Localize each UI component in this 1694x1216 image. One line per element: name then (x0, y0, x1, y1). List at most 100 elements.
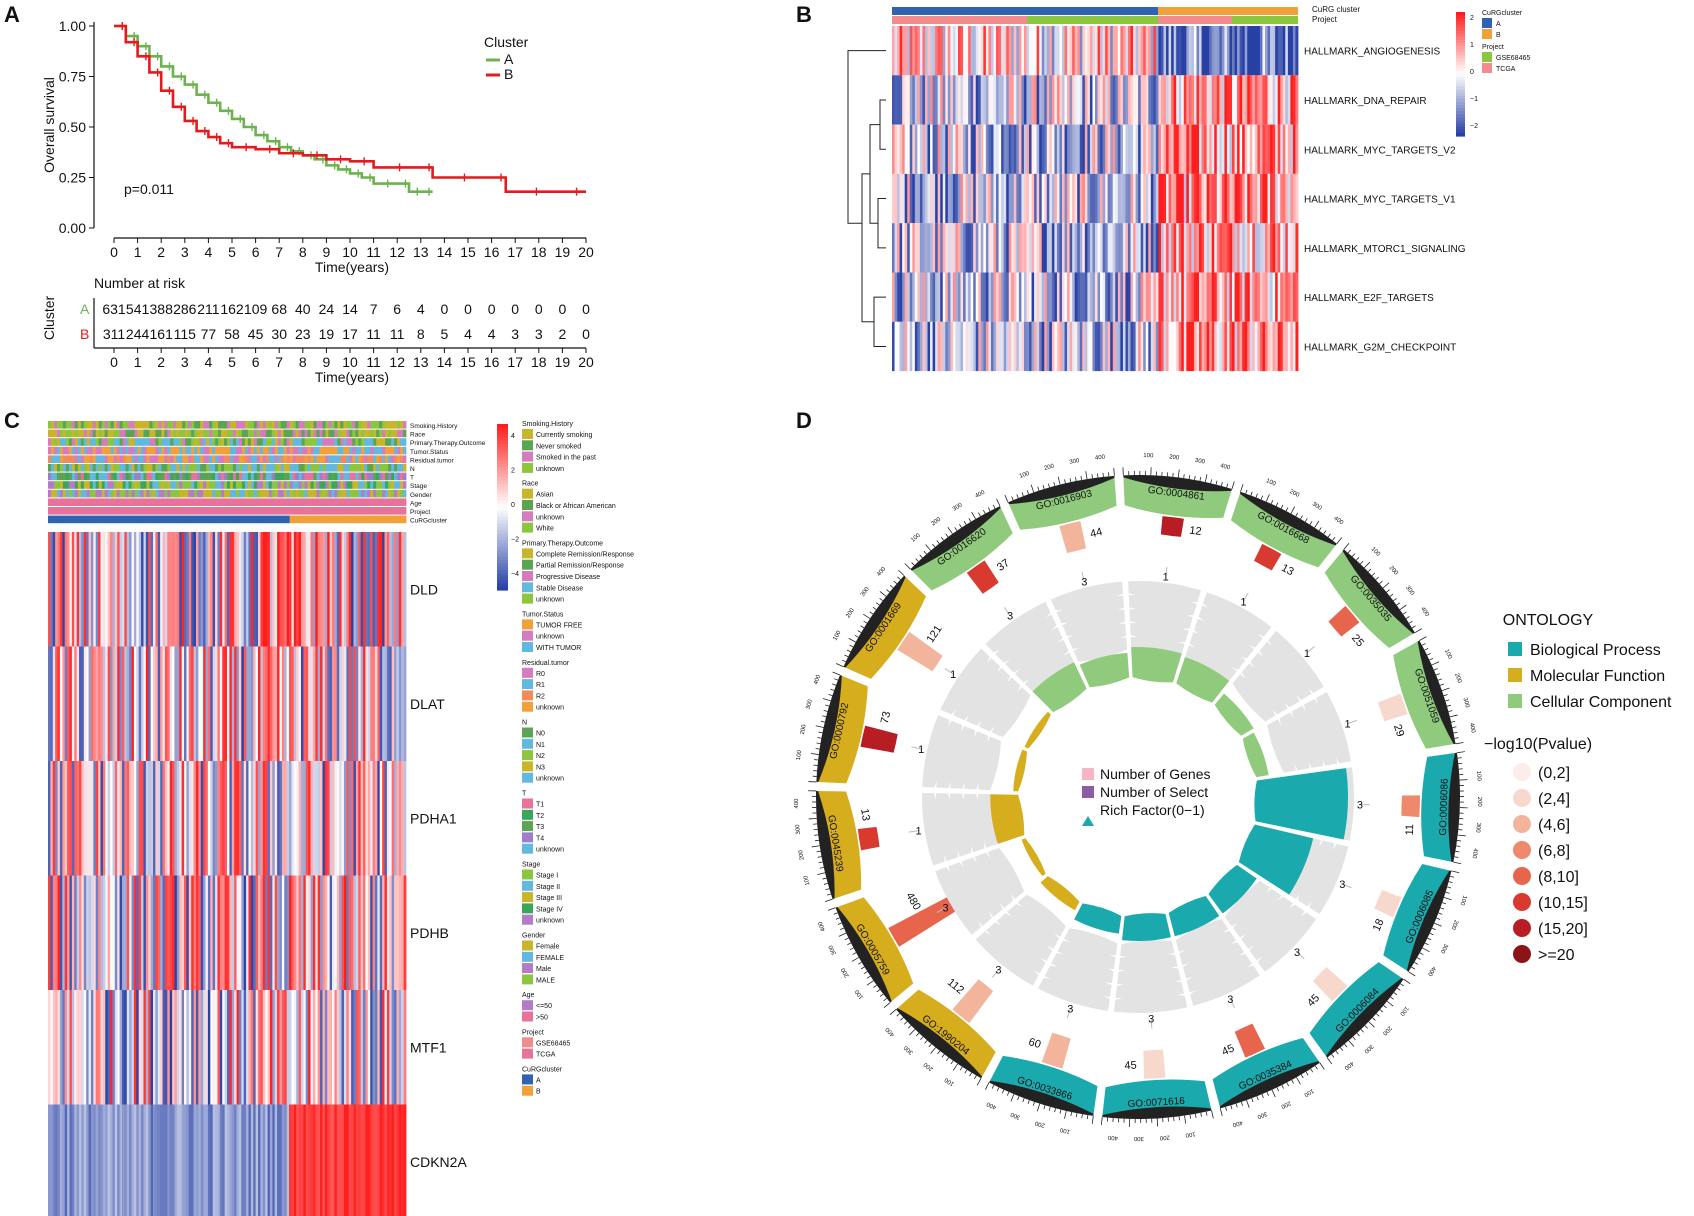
d-ontology-label: Cellular Component (1530, 694, 1672, 711)
c-annot-cell (83, 438, 88, 446)
b-heat-cell (1181, 321, 1185, 372)
b-heat-cell (1186, 75, 1190, 125)
c-heat-cell (396, 532, 400, 647)
b-heat-cell (1018, 272, 1022, 322)
c-annot-cell (385, 489, 389, 498)
b-heat-cell (1089, 124, 1093, 174)
c-heat-cell (184, 532, 187, 647)
b-heat-cell (1016, 321, 1020, 372)
b-heat-cell (927, 173, 931, 224)
b-heat-cell (1249, 173, 1253, 224)
c-heat-cell (143, 990, 147, 1105)
b-colorbar-step (1456, 12, 1465, 16)
c-annot-cell (53, 421, 58, 429)
d-pvalue-swatch (1513, 763, 1531, 781)
c-annot-cell (206, 438, 210, 446)
b-heat-cell (978, 173, 982, 224)
c-annot-cell (161, 438, 165, 446)
b-heat-cell (973, 223, 977, 273)
b-heat-cell (1153, 26, 1157, 76)
c-annot-cell (98, 421, 103, 429)
c-annot-cell (295, 421, 299, 429)
b-heat-cell (970, 173, 974, 224)
b-heat-cell (1036, 223, 1040, 273)
b-heat-cell (1069, 124, 1073, 174)
c-legend-label: A (536, 1077, 541, 1084)
c-heat-cell (296, 646, 299, 761)
b-heat-cell (1084, 124, 1088, 174)
b-heat-cell (909, 75, 913, 125)
c-heat-cell (217, 761, 221, 876)
c-annot-cell (229, 429, 234, 438)
b-heat-cell (1087, 26, 1091, 76)
c-annot-cell (74, 507, 79, 515)
b-colorbar-step (1456, 89, 1465, 94)
b-heat-cell (996, 272, 999, 322)
d-scale-tick (937, 1050, 941, 1055)
c-annot-cell (337, 507, 341, 515)
c-heat-cell (377, 1104, 381, 1216)
c-heat-cell (79, 646, 82, 761)
c-annot-cell (229, 455, 234, 463)
c-annot-cell (337, 421, 341, 429)
c-annot-cell (194, 498, 198, 506)
d-scale-tick (1042, 485, 1045, 490)
c-heat-cell (184, 761, 187, 876)
c-heat-cell (336, 646, 340, 761)
c-heat-cell (100, 761, 104, 876)
c-annot-cell (337, 455, 341, 463)
d-scale-tick (1250, 491, 1253, 496)
d-scale-tick (1393, 992, 1398, 996)
c-heat-cell (374, 1104, 378, 1216)
d-scale-tick (1382, 582, 1390, 589)
d-grey-ring (1194, 618, 1255, 659)
b-heat-cell (957, 321, 961, 372)
c-heat-cell (136, 532, 140, 647)
d-rich-factor-bar (1024, 711, 1051, 749)
c-heat-cell (210, 990, 214, 1105)
b-heat-cell (1148, 75, 1152, 125)
d-scale-tick (1363, 561, 1371, 569)
c-heat-cell (274, 875, 278, 990)
b-heat-cell (1051, 223, 1055, 273)
d-scale-label: 100 (854, 988, 865, 1000)
c-annot-cell (289, 421, 294, 429)
c-heat-cell (167, 761, 171, 876)
risk-cell: 0 (488, 301, 496, 317)
c-heat-cell (153, 875, 156, 990)
b-heat-cell (1138, 223, 1142, 273)
c-annot-cell (74, 515, 79, 524)
d-grey-ring (1257, 912, 1317, 972)
b-legend-title: Project (1482, 44, 1504, 51)
km-xtick-label: 9 (323, 244, 331, 260)
c-annot-cell (125, 455, 129, 463)
c-annot-cell (125, 515, 129, 524)
c-annot-cell (253, 438, 258, 446)
c-heat-cell (386, 990, 390, 1105)
c-annot-cell (48, 438, 52, 446)
b-heat-cell (1226, 223, 1230, 273)
b-heat-cell (940, 75, 944, 125)
d-scale-label: 100 (1398, 1005, 1409, 1017)
c-annot-cell (77, 455, 82, 463)
b-heat-cell (1079, 173, 1083, 224)
c-annot-cell (59, 507, 64, 515)
c-heat-cell (269, 990, 273, 1105)
c-annot-cell (65, 515, 70, 524)
b-heat-cell (1224, 26, 1228, 76)
b-heat-cell (1290, 321, 1294, 372)
d-scale-tick (1251, 1098, 1254, 1103)
c-heat-cell (186, 646, 190, 761)
b-heat-cell (965, 75, 969, 125)
d-scale-tick (1454, 856, 1459, 858)
c-heat-cell (74, 646, 78, 761)
d-scale-label: 200 (798, 849, 806, 861)
c-annot-cell (182, 455, 186, 463)
c-annot-cell (352, 507, 356, 515)
c-heat-cell (174, 990, 178, 1105)
c-legend-label: T2 (536, 813, 544, 820)
c-annot-cell (92, 421, 97, 429)
c-annot-cell (271, 429, 276, 438)
d-pvalue-swatch (1513, 919, 1531, 937)
d-pvalue-swatch (1513, 893, 1531, 911)
